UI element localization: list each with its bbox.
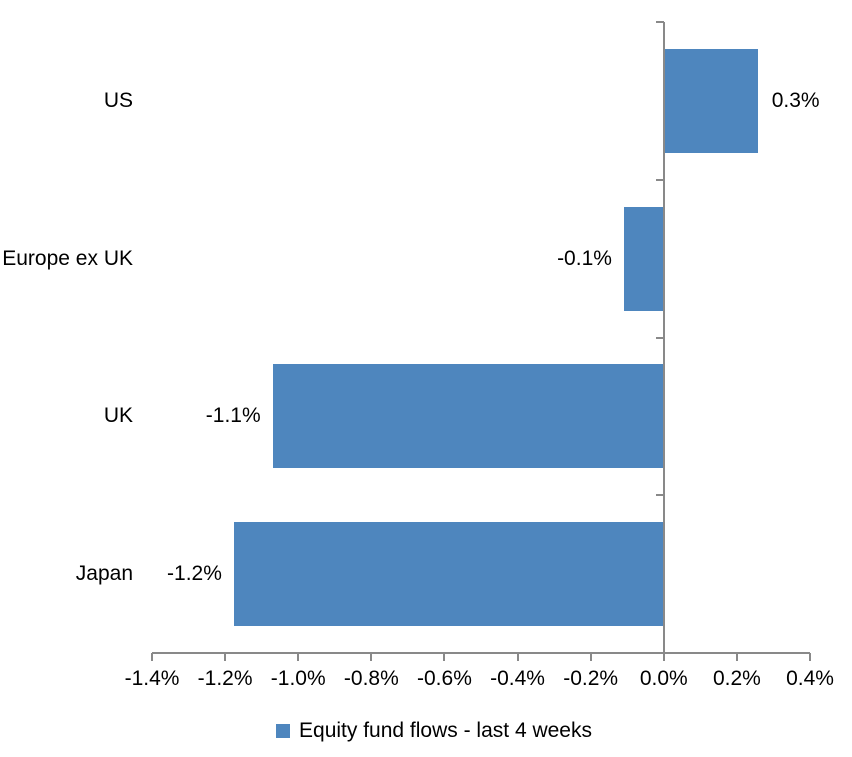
x-axis-line bbox=[152, 652, 810, 654]
legend-series-label: Equity fund flows - last 4 weeks bbox=[299, 719, 592, 742]
bar-uk bbox=[272, 364, 664, 469]
x-axis-tick bbox=[809, 653, 811, 661]
x-axis-tick bbox=[735, 653, 738, 661]
category-label: Europe ex UK bbox=[2, 246, 133, 270]
y-axis-tick bbox=[655, 21, 664, 23]
x-axis-tick-label: 0.4% bbox=[786, 667, 834, 690]
x-axis-tick-label: -0.4% bbox=[490, 667, 545, 690]
x-axis-tick-label: -1.2% bbox=[197, 667, 253, 690]
x-axis-tick-label: -1.4% bbox=[124, 667, 180, 690]
bar-japan bbox=[233, 522, 664, 627]
x-axis-tick bbox=[224, 653, 227, 661]
y-axis-tick bbox=[655, 336, 664, 339]
bar-value-label: -1.1% bbox=[205, 404, 261, 428]
x-axis-tick bbox=[443, 653, 446, 661]
x-axis-tick bbox=[662, 653, 665, 661]
x-axis-tick bbox=[370, 653, 373, 661]
x-axis-tick-label: 0.0% bbox=[639, 667, 688, 690]
category-label: US bbox=[103, 88, 133, 112]
x-axis-tick-label: -1.0% bbox=[270, 667, 326, 690]
legend: Equity fund flows - last 4 weeks bbox=[8, 714, 852, 748]
x-axis-tick-label: -0.8% bbox=[343, 667, 399, 690]
category-label: UK bbox=[103, 404, 133, 428]
y-axis-zero-line bbox=[662, 22, 665, 653]
y-axis-tick bbox=[655, 178, 664, 181]
bar-value-label: -1.2% bbox=[167, 562, 222, 586]
bar-us bbox=[663, 48, 758, 153]
x-axis-tick bbox=[516, 653, 519, 661]
bar-value-label: 0.3% bbox=[771, 88, 820, 112]
x-axis-tick bbox=[589, 653, 592, 661]
x-axis-tick-label: -0.6% bbox=[417, 667, 472, 690]
legend-marker-square-icon bbox=[276, 724, 291, 738]
y-axis-tick bbox=[655, 494, 664, 497]
category-label: Japan bbox=[75, 562, 133, 586]
x-axis-tick bbox=[151, 653, 153, 661]
x-axis-tick-label: -0.2% bbox=[563, 667, 619, 690]
x-axis-tick-label: 0.2% bbox=[712, 667, 761, 690]
x-axis-tick bbox=[297, 653, 300, 661]
bar-europe-ex-uk bbox=[623, 206, 664, 311]
bar-value-label: -0.1% bbox=[557, 246, 612, 270]
